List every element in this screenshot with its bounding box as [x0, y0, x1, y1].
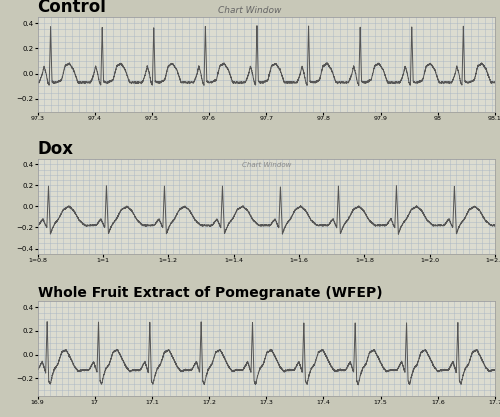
Text: Chart Window: Chart Window	[218, 6, 282, 15]
Text: Chart Window: Chart Window	[242, 162, 291, 168]
Text: Control: Control	[38, 0, 106, 16]
Text: Whole Fruit Extract of Pomegranate (WFEP): Whole Fruit Extract of Pomegranate (WFEP…	[38, 286, 382, 300]
Text: Dox: Dox	[38, 140, 74, 158]
